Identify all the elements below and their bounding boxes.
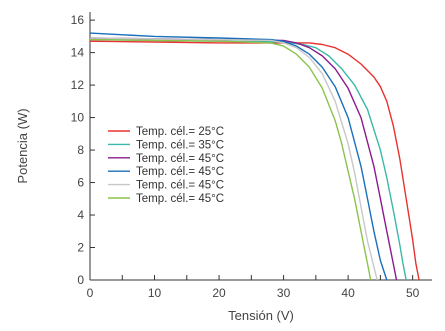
series-line-6 bbox=[89, 38, 372, 281]
x-tick-label: 40 bbox=[341, 286, 355, 300]
y-tick-label: 14 bbox=[71, 46, 85, 60]
y-tick-label: 16 bbox=[71, 13, 85, 27]
axes bbox=[89, 12, 432, 281]
y-axis-title: Potencia (W) bbox=[15, 108, 30, 183]
y-tick-label: 6 bbox=[77, 176, 84, 190]
series-line-4 bbox=[89, 32, 388, 281]
series-lines bbox=[89, 32, 420, 281]
series-line-5 bbox=[89, 37, 378, 281]
x-tick-label: 30 bbox=[277, 286, 291, 300]
legend-label: Temp. cél.= 45°C bbox=[136, 180, 224, 192]
legend-label: Temp. cél.= 45°C bbox=[136, 166, 224, 178]
x-tick-label: 20 bbox=[212, 286, 226, 300]
y-tick-label: 4 bbox=[77, 208, 84, 222]
y-tick-label: 2 bbox=[77, 241, 84, 255]
legend-label: Temp. cél.= 45°C bbox=[136, 153, 224, 165]
x-tick-label: 10 bbox=[148, 286, 162, 300]
y-tick-label: 12 bbox=[71, 78, 85, 92]
legend-label: Temp. cél.= 45°C bbox=[136, 193, 224, 205]
x-axis-title: Tensión (V) bbox=[228, 308, 294, 323]
y-tick-label: 8 bbox=[77, 143, 84, 157]
y-tick-label: 10 bbox=[71, 111, 85, 125]
x-tick-label: 0 bbox=[87, 286, 94, 300]
legend-label: Temp. cél.= 25°C bbox=[136, 126, 224, 138]
y-ticks: 0 2 4 6 8 10 12 14 16 bbox=[71, 13, 95, 287]
x-tick-label: 50 bbox=[406, 286, 420, 300]
x-ticks: 0 10 20 30 40 50 bbox=[87, 275, 420, 300]
y-tick-label: 0 bbox=[77, 273, 84, 287]
legend-label: Temp. cél.= 35°C bbox=[136, 139, 224, 151]
